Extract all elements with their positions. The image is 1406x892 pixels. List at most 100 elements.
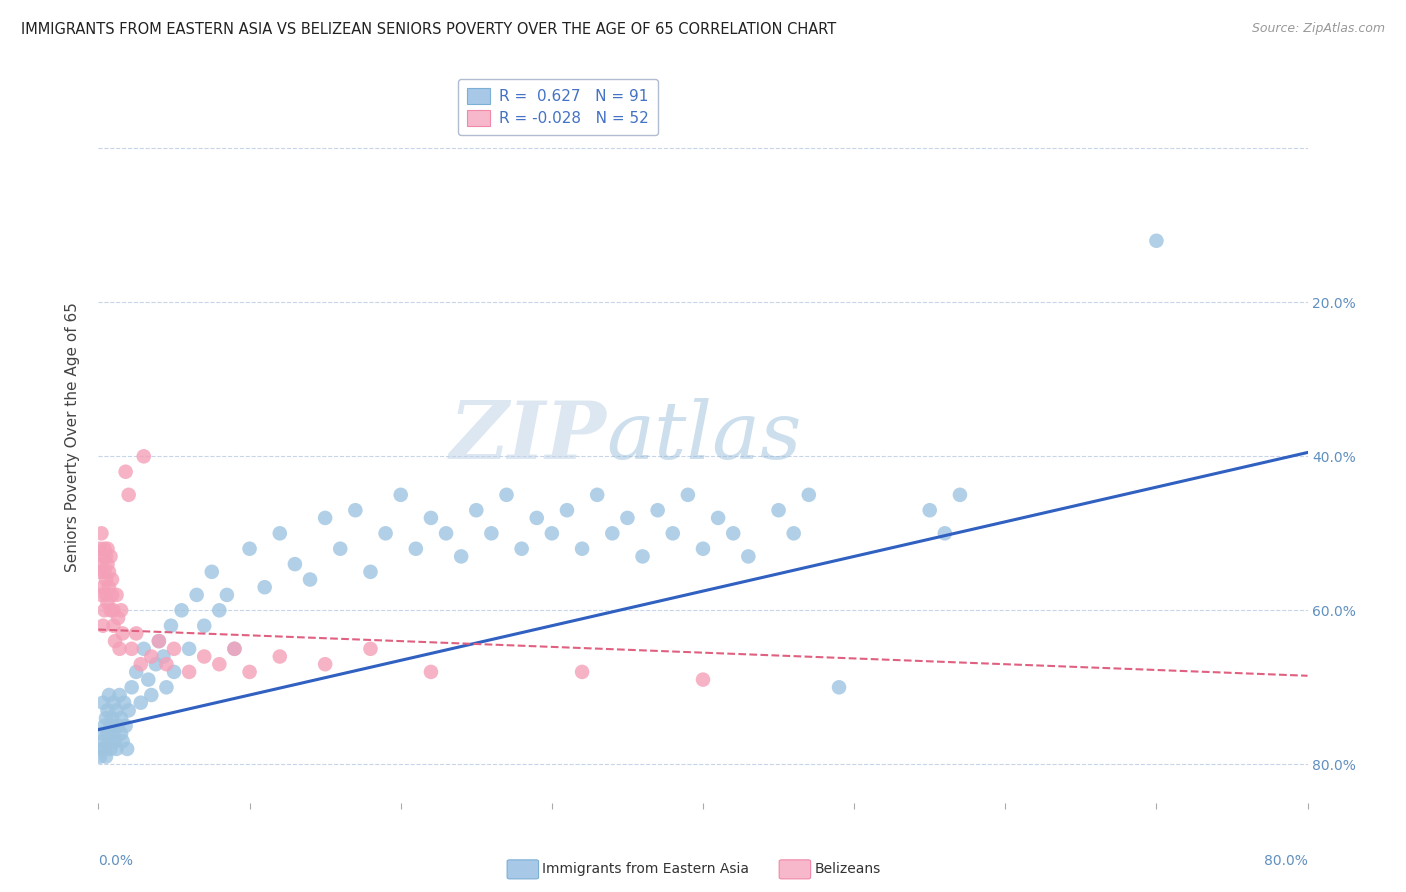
Point — [269, 649, 291, 664]
Point — [768, 503, 790, 517]
Point — [94, 711, 117, 725]
Point — [201, 565, 224, 579]
Point — [93, 541, 115, 556]
Point — [360, 641, 382, 656]
Point — [148, 634, 170, 648]
Point — [110, 603, 132, 617]
Point — [89, 565, 111, 579]
Point — [94, 749, 117, 764]
Point — [94, 588, 117, 602]
Point — [148, 634, 170, 648]
Point — [121, 681, 143, 695]
Point — [692, 541, 714, 556]
Point — [918, 503, 941, 517]
Text: 80.0%: 80.0% — [1264, 854, 1308, 868]
Point — [93, 565, 115, 579]
Point — [224, 641, 246, 656]
Point — [314, 657, 336, 672]
Point — [160, 618, 183, 632]
Point — [616, 511, 638, 525]
Y-axis label: Seniors Poverty Over the Age of 65: Seniors Poverty Over the Age of 65 — [65, 302, 80, 572]
Point — [586, 488, 609, 502]
Point — [170, 603, 193, 617]
Point — [163, 641, 186, 656]
Point — [129, 696, 152, 710]
Point — [193, 649, 215, 664]
Point — [707, 511, 730, 525]
Point — [98, 565, 121, 579]
Point — [90, 526, 112, 541]
Point — [239, 541, 262, 556]
Point — [91, 580, 114, 594]
Point — [692, 673, 714, 687]
Point — [96, 541, 118, 556]
Point — [104, 734, 127, 748]
Point — [555, 503, 578, 517]
Point — [420, 511, 443, 525]
FancyBboxPatch shape — [779, 860, 811, 879]
Point — [208, 657, 231, 672]
Point — [103, 618, 125, 632]
Point — [93, 719, 115, 733]
Point — [571, 541, 593, 556]
Point — [91, 734, 114, 748]
Point — [108, 641, 131, 656]
Point — [434, 526, 457, 541]
Point — [111, 626, 134, 640]
Point — [299, 573, 322, 587]
Point — [93, 742, 115, 756]
Point — [141, 649, 163, 664]
Point — [104, 634, 127, 648]
Point — [132, 641, 155, 656]
Point — [114, 465, 136, 479]
Point — [100, 549, 122, 564]
Text: 0.0%: 0.0% — [98, 854, 134, 868]
Point — [101, 711, 124, 725]
Point — [344, 503, 367, 517]
Text: atlas: atlas — [606, 399, 801, 475]
Point — [208, 603, 231, 617]
Point — [94, 549, 117, 564]
Point — [125, 665, 148, 679]
Point — [360, 565, 382, 579]
Point — [93, 603, 115, 617]
Point — [269, 526, 291, 541]
Point — [723, 526, 745, 541]
Point — [98, 580, 121, 594]
Point — [91, 696, 114, 710]
Point — [934, 526, 956, 541]
Point — [661, 526, 683, 541]
Point — [647, 503, 669, 517]
Point — [105, 703, 128, 717]
Text: ZIP: ZIP — [450, 399, 606, 475]
FancyBboxPatch shape — [508, 860, 538, 879]
Point — [89, 541, 111, 556]
Point — [114, 719, 136, 733]
Point — [141, 688, 163, 702]
Point — [110, 711, 132, 725]
Point — [152, 649, 174, 664]
Point — [103, 603, 125, 617]
Point — [155, 657, 177, 672]
Text: IMMIGRANTS FROM EASTERN ASIA VS BELIZEAN SENIORS POVERTY OVER THE AGE OF 65 CORR: IMMIGRANTS FROM EASTERN ASIA VS BELIZEAN… — [21, 22, 837, 37]
Point — [100, 719, 122, 733]
Point — [91, 618, 114, 632]
Point — [465, 503, 488, 517]
Point — [193, 618, 215, 632]
Point — [179, 641, 201, 656]
Point — [374, 526, 396, 541]
Text: Source: ZipAtlas.com: Source: ZipAtlas.com — [1251, 22, 1385, 36]
Point — [125, 626, 148, 640]
Point — [90, 557, 112, 571]
Point — [96, 703, 118, 717]
Point — [179, 665, 201, 679]
Point — [155, 681, 177, 695]
Point — [100, 742, 122, 756]
Point — [450, 549, 472, 564]
Text: Immigrants from Eastern Asia: Immigrants from Eastern Asia — [543, 863, 749, 876]
Text: Belizeans: Belizeans — [814, 863, 880, 876]
Point — [329, 541, 352, 556]
Point — [94, 573, 117, 587]
Point — [828, 681, 851, 695]
Point — [96, 557, 118, 571]
